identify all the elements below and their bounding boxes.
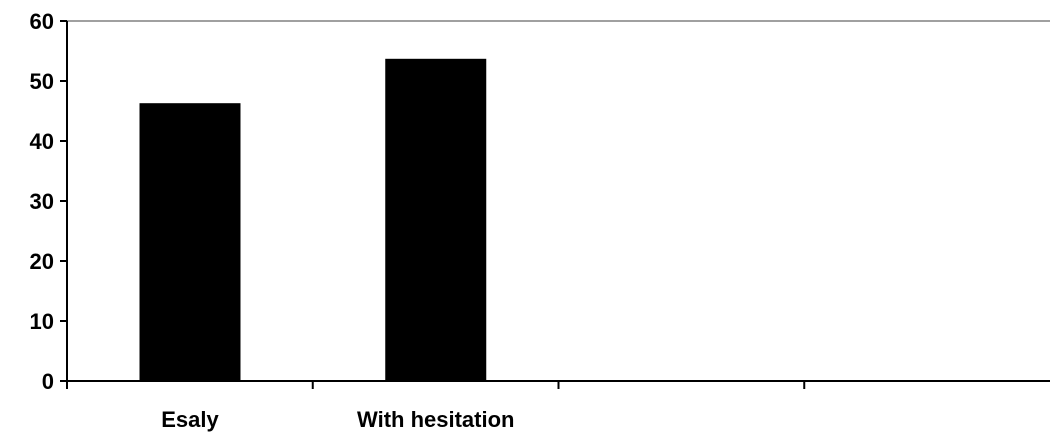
- y-tick-label: 20: [30, 249, 54, 274]
- x-category-label: With hesitation: [357, 407, 514, 432]
- bar-1: [139, 103, 241, 381]
- y-tick-label: 40: [30, 129, 54, 154]
- y-tick-label: 30: [30, 189, 54, 214]
- y-tick-label: 60: [30, 9, 54, 34]
- y-tick-label: 0: [42, 369, 54, 394]
- x-category-labels: Esaly With hesitation: [161, 407, 514, 432]
- x-category-label: Esaly: [161, 407, 219, 432]
- y-tick-labels: 0 10 20 30 40 50 60: [30, 9, 54, 394]
- axes: [60, 20, 1050, 389]
- y-tick-label: 10: [30, 309, 54, 334]
- bars: [139, 58, 487, 382]
- y-tick-label: 50: [30, 69, 54, 94]
- bar-2: [385, 58, 487, 382]
